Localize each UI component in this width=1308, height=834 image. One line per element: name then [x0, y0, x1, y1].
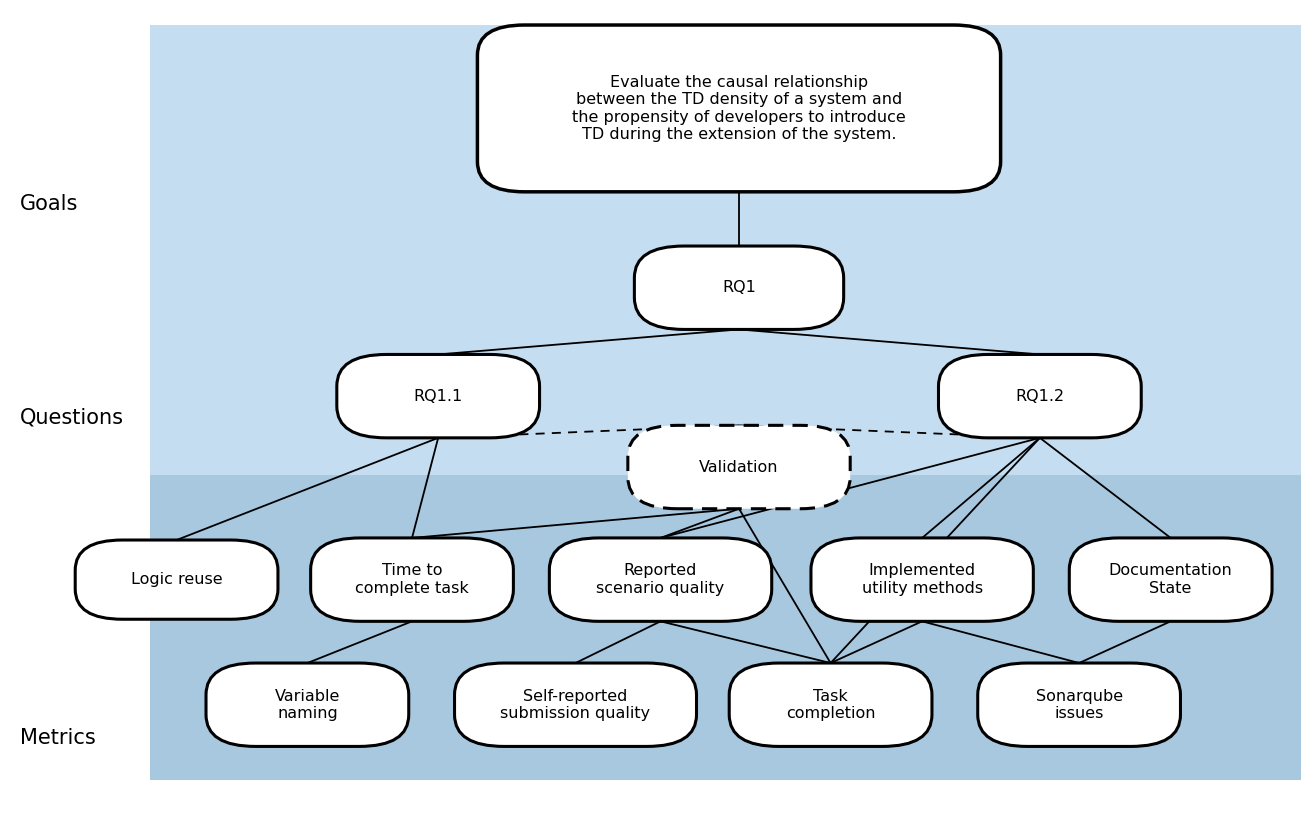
Text: Documentation
State: Documentation State — [1109, 564, 1232, 595]
Text: RQ1.2: RQ1.2 — [1015, 389, 1065, 404]
FancyBboxPatch shape — [939, 354, 1141, 438]
Text: Variable
naming: Variable naming — [275, 689, 340, 721]
Text: Time to
complete task: Time to complete task — [356, 564, 468, 595]
FancyBboxPatch shape — [628, 425, 850, 509]
Text: Questions: Questions — [20, 407, 124, 427]
FancyBboxPatch shape — [549, 538, 772, 621]
Text: RQ1: RQ1 — [722, 280, 756, 295]
Bar — [0, 705, 148, 767]
FancyBboxPatch shape — [336, 354, 539, 438]
FancyBboxPatch shape — [730, 663, 931, 746]
Text: Validation: Validation — [700, 460, 778, 475]
Bar — [0, 171, 148, 234]
Text: Evaluate the causal relationship
between the TD density of a system and
the prop: Evaluate the causal relationship between… — [572, 75, 906, 142]
Text: Reported
scenario quality: Reported scenario quality — [596, 564, 725, 595]
Text: Task
completion: Task completion — [786, 689, 875, 721]
FancyBboxPatch shape — [311, 538, 513, 621]
FancyBboxPatch shape — [455, 663, 696, 746]
Text: Goals: Goals — [20, 194, 78, 214]
FancyBboxPatch shape — [477, 25, 1001, 192]
Text: Logic reuse: Logic reuse — [131, 572, 222, 587]
FancyBboxPatch shape — [76, 540, 279, 619]
FancyBboxPatch shape — [1070, 538, 1271, 621]
Text: RQ1.1: RQ1.1 — [413, 389, 463, 404]
Bar — [150, 25, 1301, 655]
FancyBboxPatch shape — [811, 538, 1033, 621]
Text: Self-reported
submission quality: Self-reported submission quality — [501, 689, 650, 721]
FancyBboxPatch shape — [977, 663, 1181, 746]
Text: Sonarqube
issues: Sonarqube issues — [1036, 689, 1122, 721]
Bar — [150, 475, 1301, 780]
Bar — [0, 384, 148, 446]
Text: Implemented
utility methods: Implemented utility methods — [862, 564, 982, 595]
Text: Metrics: Metrics — [20, 728, 95, 748]
FancyBboxPatch shape — [205, 663, 408, 746]
FancyBboxPatch shape — [634, 246, 844, 329]
